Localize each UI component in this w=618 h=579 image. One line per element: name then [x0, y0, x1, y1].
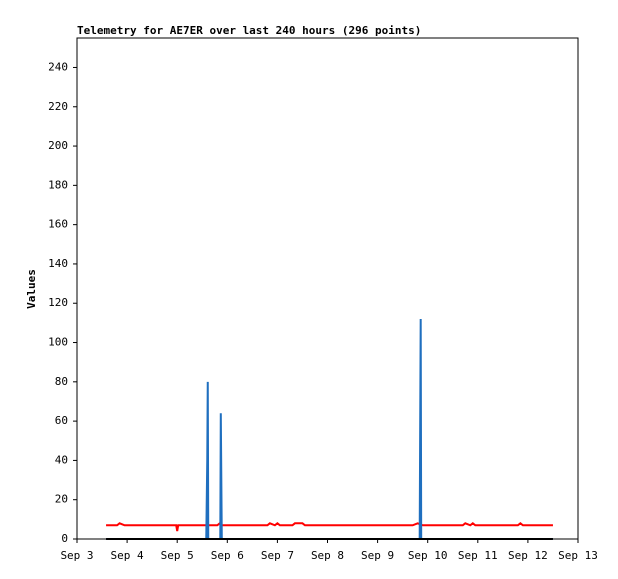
x-tick-label: Sep 5	[161, 549, 194, 562]
y-tick-label: 0	[61, 532, 68, 545]
y-tick-label: 100	[48, 336, 68, 349]
x-tick-label: Sep 3	[60, 549, 93, 562]
x-tick-label: Sep 10	[408, 549, 448, 562]
y-tick-label: 200	[48, 139, 68, 152]
chart-title: Telemetry for AE7ER over last 240 hours …	[77, 24, 421, 37]
x-tick-label: Sep 13	[558, 549, 598, 562]
y-tick-label: 80	[55, 375, 68, 388]
y-tick-label: 240	[48, 60, 68, 73]
y-tick-label: 220	[48, 100, 68, 113]
x-tick-label: Sep 7	[261, 549, 294, 562]
y-tick-label: 40	[55, 453, 68, 466]
y-tick-label: 140	[48, 257, 68, 270]
y-axis-label: Values	[25, 269, 38, 309]
x-tick-label: Sep 8	[311, 549, 344, 562]
x-tick-label: Sep 9	[361, 549, 394, 562]
x-tick-label: Sep 12	[508, 549, 548, 562]
y-tick-label: 20	[55, 493, 68, 506]
x-tick-label: Sep 6	[211, 549, 244, 562]
y-tick-label: 120	[48, 296, 68, 309]
y-tick-label: 180	[48, 178, 68, 191]
y-tick-label: 60	[55, 414, 68, 427]
x-tick-label: Sep 11	[458, 549, 498, 562]
y-tick-label: 160	[48, 218, 68, 231]
plot-frame	[76, 37, 579, 540]
data-line	[106, 318, 553, 540]
x-tick-label: Sep 4	[111, 549, 144, 562]
data-line	[106, 522, 553, 532]
